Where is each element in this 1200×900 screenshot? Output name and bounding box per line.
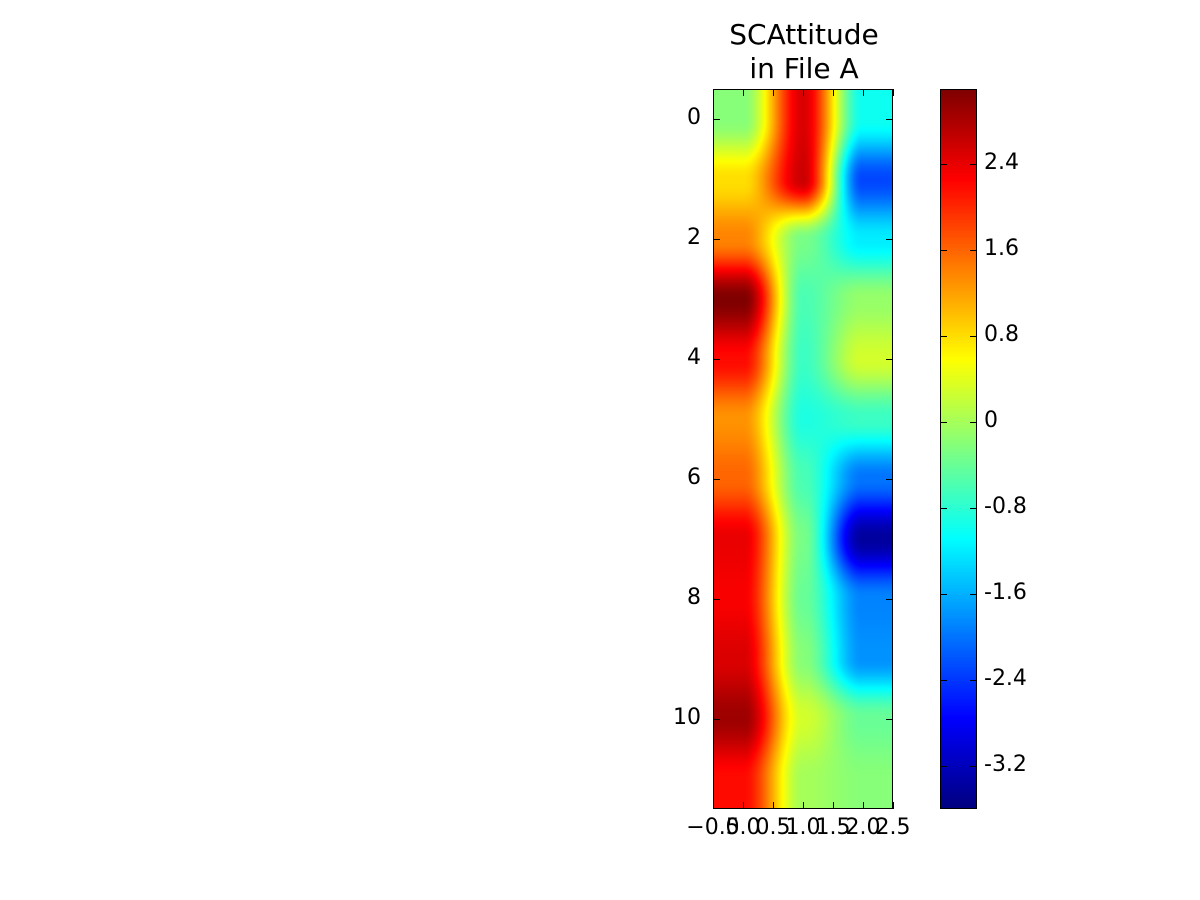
y-tick-left	[713, 478, 720, 480]
heatmap-plot-area	[713, 89, 893, 809]
x-tick-label: 0.0	[725, 815, 761, 840]
x-tick-bottom	[712, 802, 714, 809]
y-tick-left	[713, 598, 720, 600]
x-tick-label: −0.5	[686, 815, 740, 840]
x-tick-top	[742, 89, 744, 96]
colorbar-tick-label: -1.6	[984, 580, 1027, 606]
y-tick-right	[886, 238, 893, 240]
chart-title-line-1: SCAttitude	[729, 18, 879, 51]
y-tick-left	[713, 238, 720, 240]
x-tick-label: 2.0	[845, 815, 881, 840]
colorbar-tick	[970, 335, 977, 338]
y-tick-label: 6	[687, 465, 701, 490]
colorbar-tick	[970, 593, 977, 596]
x-tick-label: 1.0	[785, 815, 821, 840]
chart-title-line-2: in File A	[749, 52, 859, 85]
y-tick-right	[886, 118, 893, 120]
y-tick-left	[713, 718, 720, 720]
colorbar-tick-left	[940, 163, 947, 166]
x-tick-bottom	[802, 802, 804, 809]
x-tick-label: 0.5	[755, 815, 791, 840]
y-tick-label: 10	[673, 705, 701, 730]
colorbar-tick	[970, 765, 977, 767]
x-tick-top	[712, 89, 714, 96]
x-tick-bottom	[742, 802, 744, 809]
colorbar-gradient	[941, 90, 976, 808]
colorbar-tick-left	[940, 335, 947, 338]
x-tick-label: 1.5	[815, 815, 851, 840]
x-tick-bottom	[862, 802, 864, 809]
colorbar-tick-label: -0.8	[984, 494, 1027, 520]
colorbar-tick	[970, 163, 977, 166]
y-tick-label: 8	[687, 585, 701, 610]
y-tick-right	[886, 598, 893, 600]
colorbar-tick	[970, 507, 977, 510]
colorbar-tick-left	[940, 593, 947, 596]
x-tick-top	[832, 89, 834, 96]
colorbar-tick-left	[940, 765, 947, 767]
x-tick-top	[772, 89, 774, 96]
heatmap-image	[714, 90, 892, 808]
colorbar-tick-label: 0	[984, 408, 998, 434]
y-tick-right	[886, 478, 893, 480]
colorbar-tick-label: 1.6	[984, 236, 1019, 262]
colorbar-tick-label: 0.8	[984, 322, 1019, 348]
y-tick-right	[886, 718, 893, 720]
y-tick-label: 2	[687, 225, 701, 250]
x-tick-bottom	[832, 802, 834, 809]
x-tick-label: 2.5	[875, 815, 911, 840]
x-tick-bottom	[772, 802, 774, 809]
x-tick-top	[802, 89, 804, 96]
colorbar-tick	[970, 421, 977, 424]
x-tick-bottom	[892, 802, 894, 809]
colorbar-tick-left	[940, 249, 947, 252]
colorbar-tick	[970, 679, 977, 682]
x-tick-top	[862, 89, 864, 96]
colorbar-tick	[970, 249, 977, 252]
colorbar-tick-left	[940, 679, 947, 682]
y-tick-left	[713, 118, 720, 120]
y-tick-left	[713, 358, 720, 360]
colorbar-tick-left	[940, 507, 947, 510]
y-tick-right	[886, 358, 893, 360]
y-tick-label: 4	[687, 345, 701, 370]
colorbar-tick-label: -2.4	[984, 666, 1027, 692]
colorbar-tick-left	[940, 421, 947, 424]
colorbar-tick-label: -3.2	[984, 752, 1027, 777]
colorbar	[940, 89, 977, 809]
x-tick-top	[892, 89, 894, 96]
colorbar-tick-label: 2.4	[984, 150, 1019, 176]
y-tick-label: 0	[687, 105, 701, 130]
